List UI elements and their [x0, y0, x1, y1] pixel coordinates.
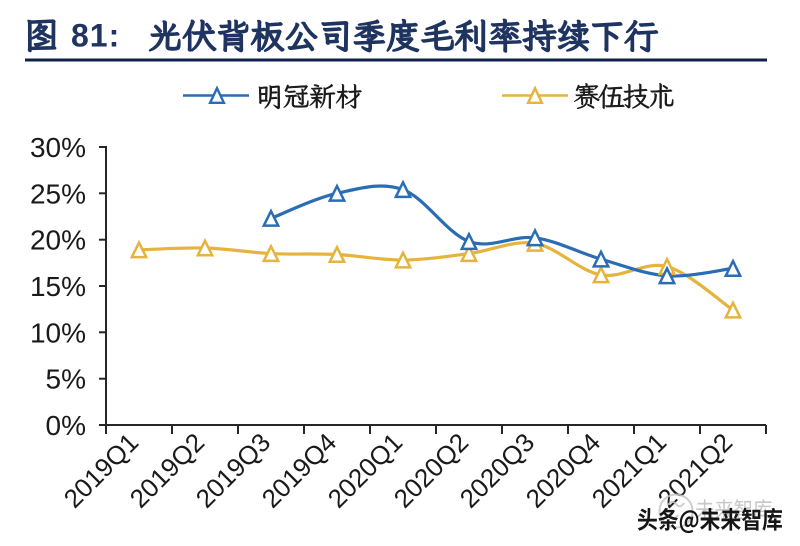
- svg-text:81:: 81:: [71, 18, 120, 54]
- svg-text:20%: 20%: [30, 225, 86, 256]
- svg-text:30%: 30%: [30, 132, 86, 163]
- svg-text:10%: 10%: [30, 317, 86, 348]
- svg-text:5%: 5%: [46, 364, 86, 395]
- svg-text:15%: 15%: [30, 271, 86, 302]
- svg-text:25%: 25%: [30, 178, 86, 209]
- svg-text:0%: 0%: [46, 410, 86, 441]
